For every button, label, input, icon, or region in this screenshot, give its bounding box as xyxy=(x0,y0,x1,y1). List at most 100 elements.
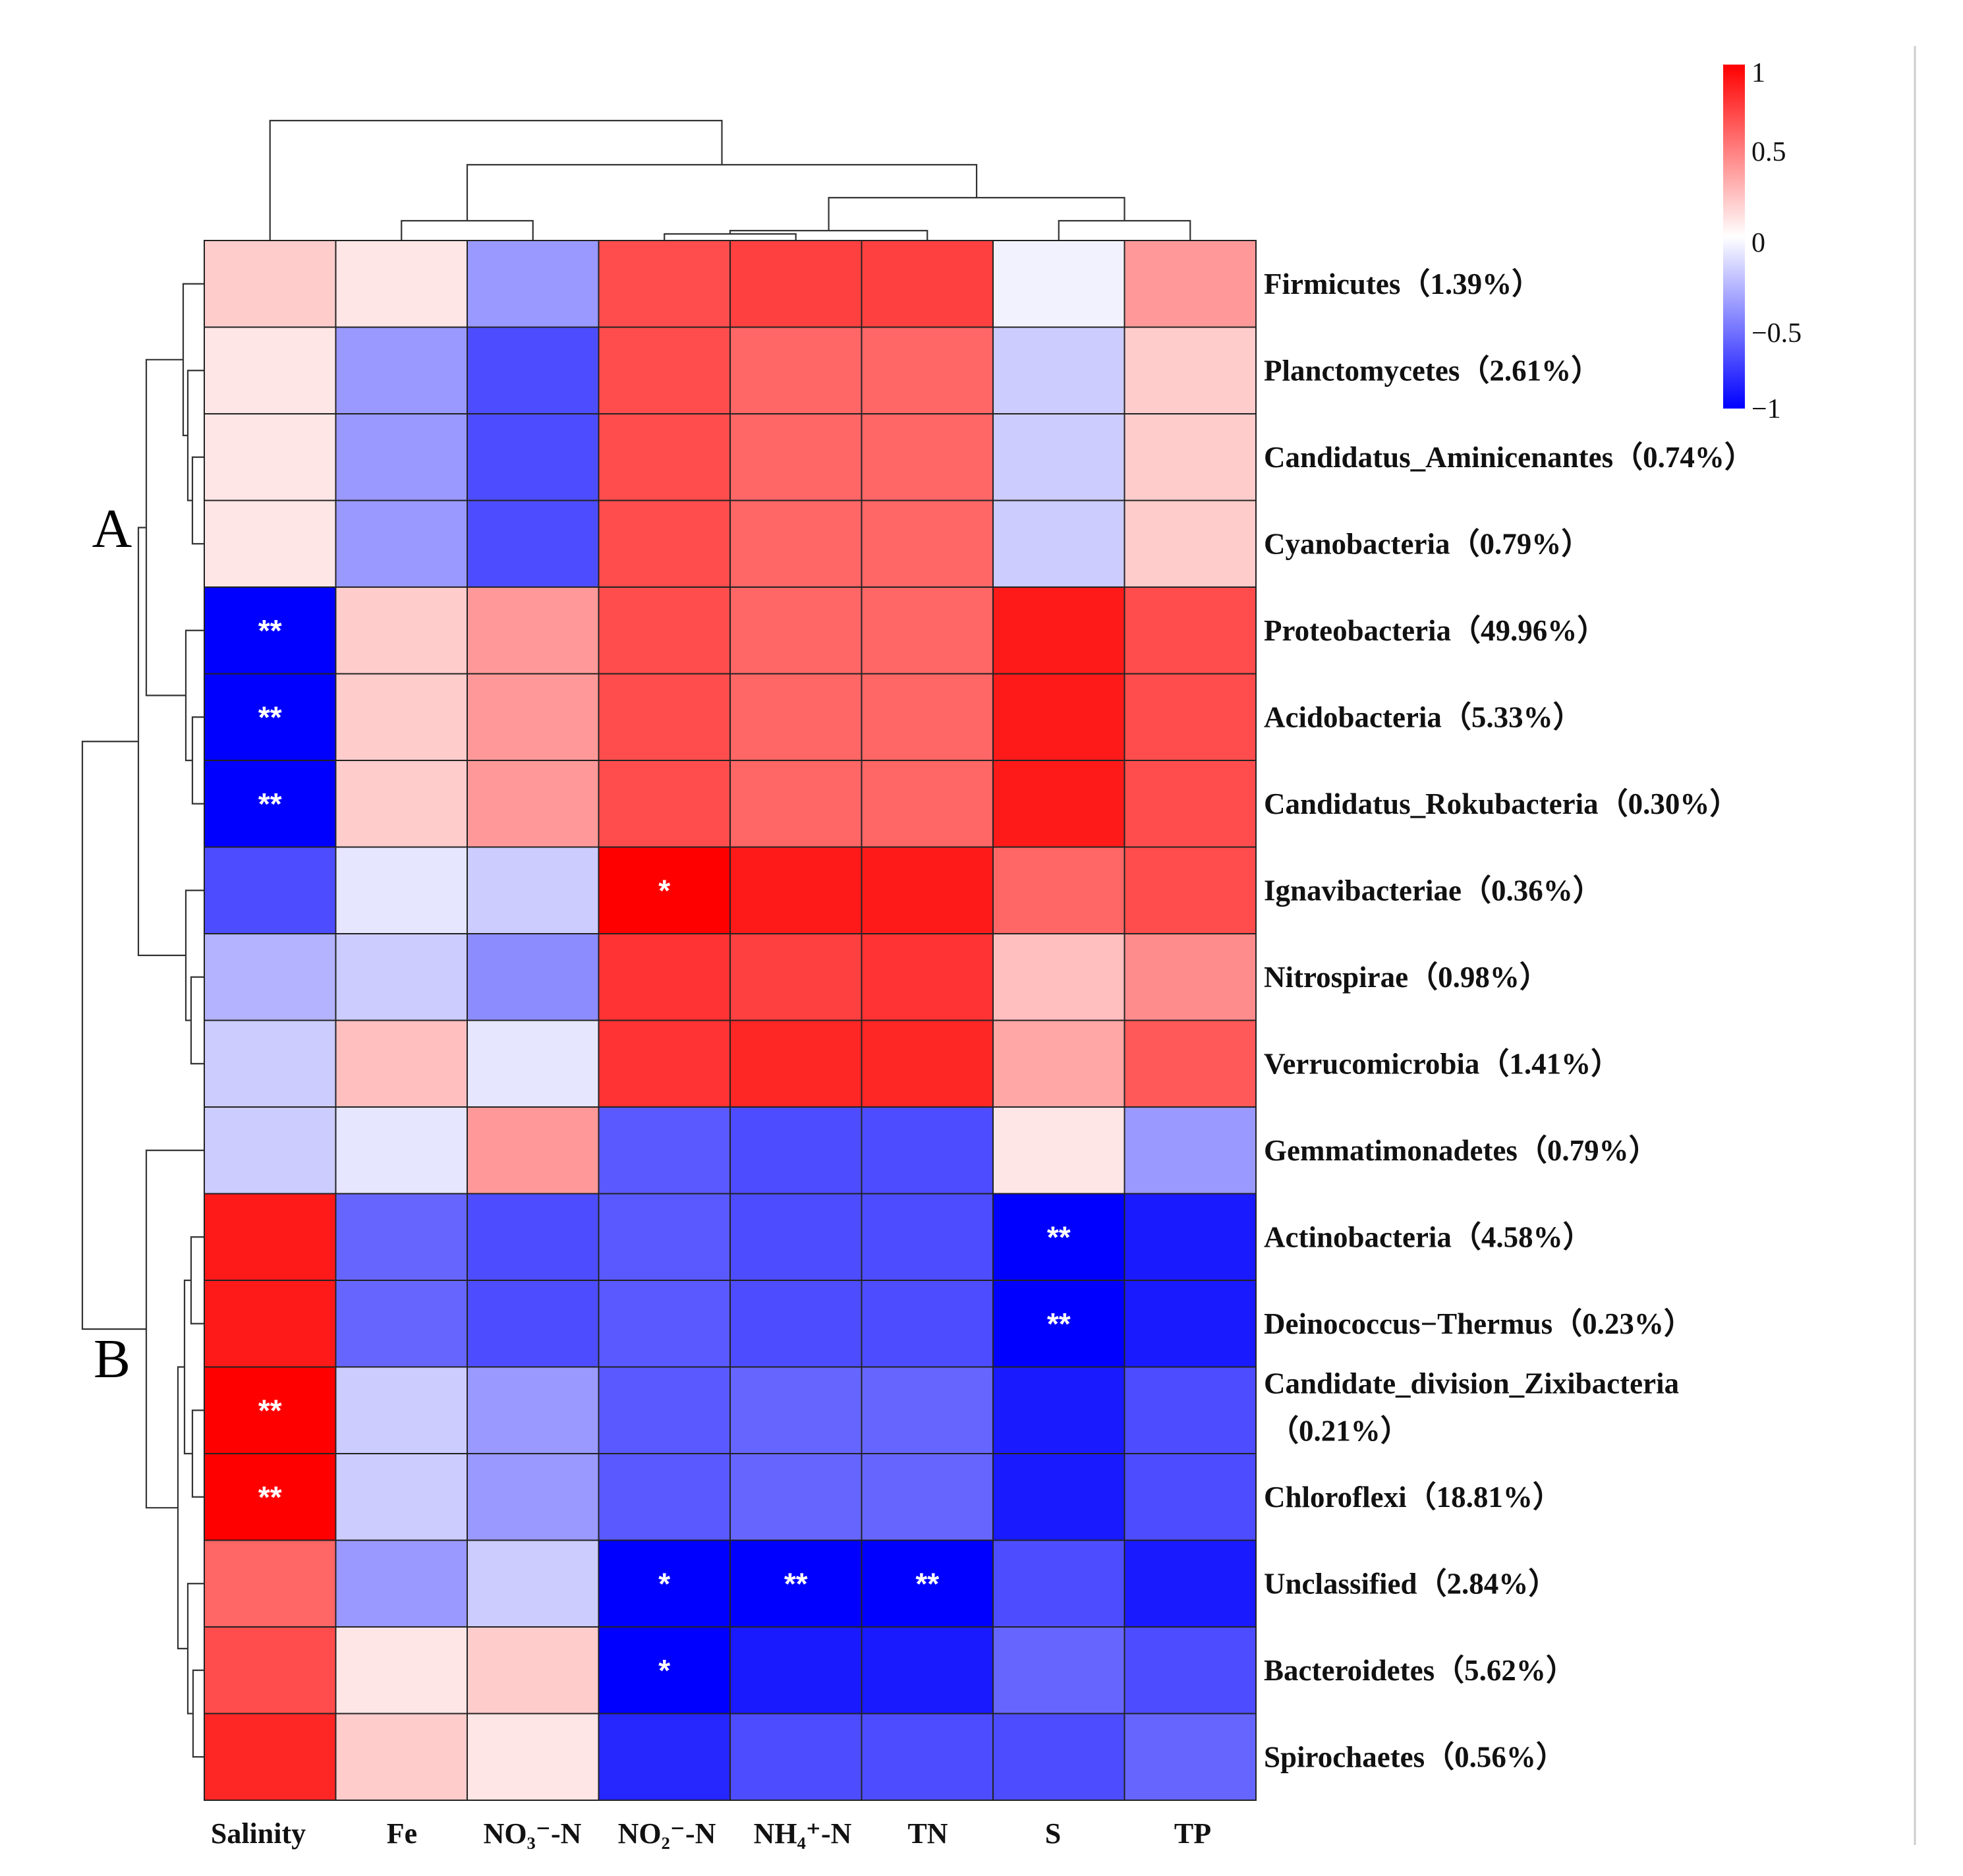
legend-tick-label: 1 xyxy=(1751,58,1765,88)
heatmap-cell xyxy=(598,760,731,848)
column-labels: Salinity Fe NO₃⁻-N NO₂⁻-N NH₄⁺-N TN S TP xyxy=(211,1817,1211,1850)
heatmap-cell xyxy=(1124,933,1257,1021)
column-label-tp: TP xyxy=(1174,1817,1211,1850)
heatmap-cell xyxy=(467,1539,600,1628)
heatmap-cell xyxy=(598,240,731,328)
heatmap-cell xyxy=(729,760,863,848)
heatmap-cell xyxy=(1124,1713,1257,1801)
row-label-acidobacteria: Acidobacteria（5.33%） xyxy=(1264,700,1583,733)
heatmap-cell xyxy=(992,846,1125,934)
heatmap-cell xyxy=(335,1106,468,1195)
row-labels: Firmicutes（1.39%） Planctomycetes（2.61%） Ca… xyxy=(1264,268,1754,1774)
heatmap-cell xyxy=(992,1280,1125,1368)
heatmap-cell xyxy=(861,673,994,761)
heatmap-cell xyxy=(467,1193,600,1281)
heatmap-cell xyxy=(335,1539,468,1628)
column-dendrogram-branch xyxy=(729,229,928,241)
row-dendrogram-branch xyxy=(137,526,186,956)
heatmap-cell xyxy=(467,586,600,675)
row-label-nitrospirae: Nitrospirae（0.98%） xyxy=(1264,961,1549,994)
heatmap-cell xyxy=(204,1453,337,1541)
significance-mark: ** xyxy=(1047,1220,1071,1254)
heatmap-cell xyxy=(204,1019,337,1108)
significance-mark: ** xyxy=(258,613,282,648)
heatmap-cell xyxy=(467,1453,600,1541)
column-dendrogram-branch xyxy=(828,196,1125,231)
heatmap-cell xyxy=(729,586,863,675)
heatmap-cell xyxy=(729,413,863,501)
row-dendrogram-branch xyxy=(191,1409,204,1498)
row-label-proteobacteria: Proteobacteria（49.96%） xyxy=(1264,614,1607,647)
heatmap-cell xyxy=(992,499,1125,588)
heatmap-cell xyxy=(1124,1539,1257,1628)
heatmap-cell xyxy=(861,326,994,414)
heatmap-cell xyxy=(335,1193,468,1281)
heatmap-cell xyxy=(992,933,1125,1021)
row-label-bacteroidetes: Bacteroidetes（5.62%） xyxy=(1264,1654,1576,1687)
row-label-unclassified: Unclassified（2.84%） xyxy=(1264,1567,1558,1600)
row-dendrogram-branch xyxy=(190,976,204,1065)
heatmap-cell xyxy=(861,413,994,501)
heatmap-cell xyxy=(598,673,731,761)
heatmap-cell xyxy=(729,1713,863,1801)
heatmap-cell xyxy=(335,326,468,414)
row-label-ignavibacteriae: Ignavibacteriae（0.36%） xyxy=(1264,874,1603,907)
legend-tick-label: −1 xyxy=(1751,394,1781,424)
heatmap-cell xyxy=(467,1280,600,1368)
heatmap-cell xyxy=(1124,1019,1257,1108)
heatmap-cell xyxy=(729,1106,863,1195)
legend-tick-label: −0.5 xyxy=(1751,318,1802,349)
column-label-salinity: Salinity xyxy=(211,1817,306,1850)
heatmap-cell xyxy=(1124,1193,1257,1281)
heatmap-cell xyxy=(467,846,600,934)
legend-colorbar xyxy=(1723,65,1745,409)
heatmap-cell xyxy=(861,1539,994,1628)
heatmap-cell xyxy=(335,1366,468,1454)
heatmap-cell xyxy=(992,1019,1125,1108)
column-label-nh-n: NH₄⁺-N xyxy=(754,1817,852,1850)
column-label-tn: TN xyxy=(907,1817,948,1850)
heatmap-cell xyxy=(1124,673,1257,761)
heatmap-cell xyxy=(204,760,337,848)
heatmap-cell xyxy=(729,499,863,588)
heatmap-cell xyxy=(861,1019,994,1108)
significance-mark: * xyxy=(658,873,670,907)
row-dendrogram-branch xyxy=(186,370,204,501)
heatmap-cell xyxy=(335,499,468,588)
heatmap-cell xyxy=(1124,1106,1257,1195)
row-label-candidatus-rokubacteria: Candidatus_Rokubacteria（0.30%） xyxy=(1264,787,1739,820)
significance-mark: ** xyxy=(784,1566,808,1601)
heatmap-cell xyxy=(335,846,468,934)
row-dendrogram-branch xyxy=(145,358,186,696)
row-dendrogram-branch xyxy=(145,1149,204,1509)
heatmap-cell xyxy=(729,1193,863,1281)
heatmap-cell xyxy=(1124,760,1257,848)
heatmap-cell xyxy=(467,673,600,761)
significance-mark: ** xyxy=(258,1480,282,1514)
heatmap-cell xyxy=(861,1453,994,1541)
heatmap-cell xyxy=(335,586,468,675)
group-label-a: A xyxy=(92,498,132,559)
column-dendrogram-branch xyxy=(664,233,797,241)
heatmap-cell xyxy=(204,240,337,328)
heatmap-cell xyxy=(204,673,337,761)
heatmap-cell xyxy=(992,1106,1125,1195)
row-dendrogram-branch xyxy=(185,890,204,1021)
row-dendrogram-branch xyxy=(182,283,204,436)
heatmap-cell xyxy=(992,760,1125,848)
row-dendrogram-branch xyxy=(191,456,204,545)
heatmap-cell xyxy=(335,760,468,848)
heatmap-cell xyxy=(467,760,600,848)
heatmap-cell xyxy=(1124,499,1257,588)
heatmap-cell xyxy=(729,326,863,414)
legend-tick-label: 0.5 xyxy=(1751,137,1786,167)
heatmap-cell xyxy=(729,1019,863,1108)
heatmap-cell xyxy=(467,1713,600,1801)
row-dendrogram-branch xyxy=(186,1583,204,1715)
heatmap-cell xyxy=(204,586,337,675)
column-dendrogram-branch xyxy=(401,219,534,241)
heatmap-cell xyxy=(204,1539,337,1628)
heatmap-cell xyxy=(992,673,1125,761)
heatmap-cell xyxy=(1124,846,1257,934)
